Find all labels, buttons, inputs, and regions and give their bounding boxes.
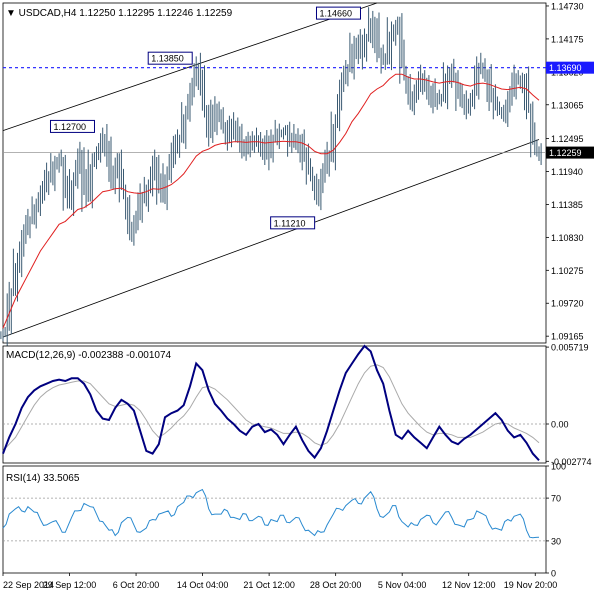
x-axis-label: 28 Oct 20:00: [310, 580, 362, 590]
annotation-label: 1.14660: [319, 9, 352, 19]
price-annotation: 1.11210: [270, 216, 316, 230]
macd-axis-tick-label: 0.005719: [551, 343, 589, 353]
macd-panel: 0.005719 0.00 -0.002774: [2, 343, 592, 467]
price-axis-tick-label: 1.09165: [551, 332, 584, 342]
price-axis-tick-label: 1.09720: [551, 299, 584, 309]
price-annotation: 1.12700: [49, 119, 95, 133]
annotation-label: 1.12700: [53, 122, 86, 132]
price-axis-tick-label: 1.10830: [551, 233, 584, 243]
x-axis-label: 14 Oct 04:00: [177, 580, 229, 590]
x-axis-label: 21 Oct 12:00: [243, 580, 295, 590]
macd-title: MACD(12,26,9) -0.002388 -0.001074: [6, 350, 172, 361]
rsi-line: [2, 488, 540, 539]
price-axis-tick-label: 1.10275: [551, 266, 584, 276]
resistance-price-label-bg: [546, 61, 594, 74]
x-axis-label: 19 Nov 20:00: [504, 580, 558, 590]
price-title: ▼ USDCAD,H4 1.12250 1.12295 1.12246 1.12…: [6, 8, 233, 19]
price-bars: [0, 7, 542, 347]
rsi-axis-tick-label: 0: [551, 569, 556, 579]
annotation-box: [270, 216, 316, 230]
x-axis-label: 29 Sep 12:00: [43, 580, 97, 590]
annotation-label: 1.13850: [151, 54, 184, 64]
macd-signal-line: [2, 364, 540, 452]
current-price-label: 1.12259: [549, 148, 582, 158]
price-axis-tick-label: 1.11385: [551, 200, 583, 210]
rsi-panel: 100 70 30 0: [2, 462, 566, 579]
annotation-label: 1.11210: [274, 218, 306, 228]
price-axis-tick-label: 1.12495: [551, 134, 584, 144]
channel-lower-line: [2, 139, 540, 338]
annotation-box: [147, 51, 193, 65]
price-annotation: 1.14660: [315, 6, 361, 20]
price-axis-tick-label: 1.14175: [551, 34, 584, 44]
macd-axis-tick-label: -0.002774: [551, 457, 592, 467]
rsi-axis-tick-label: 100: [551, 462, 566, 472]
macd-axis-tick-label: 0.00: [551, 420, 569, 430]
price-axis-tick-label: 1.11940: [551, 167, 583, 177]
annotation-box: [49, 119, 95, 133]
rsi-axis-tick-label: 70: [551, 494, 561, 504]
panel-frame: [2, 465, 547, 574]
moving-average-line: [2, 73, 540, 329]
price-panel: 1.147301.141751.136201.130651.124951.119…: [0, 1, 594, 372]
x-axis-label: 22 Sep 2014: [3, 580, 54, 590]
macd-line: [2, 344, 540, 461]
price-axis-tick-label: 1.14730: [551, 1, 584, 11]
current-price-label-bg: [546, 146, 594, 159]
resistance-price-label: 1.13690: [549, 63, 582, 73]
rsi-axis-tick-label: 30: [551, 536, 561, 546]
panel-frame: [2, 2, 547, 344]
panel-frame: [2, 345, 547, 464]
price-axis-tick-label: 1.13065: [551, 100, 584, 110]
channel-upper-line: [2, 2, 378, 131]
x-axis-label: 6 Oct 20:00: [113, 580, 160, 590]
x-axis-label: 5 Nov 04:00: [378, 580, 427, 590]
price-annotation: 1.13850: [147, 51, 193, 65]
annotation-box: [315, 6, 361, 20]
x-axis-label: 12 Nov 12:00: [442, 580, 496, 590]
rsi-title: RSI(14) 33.5065: [6, 473, 80, 484]
